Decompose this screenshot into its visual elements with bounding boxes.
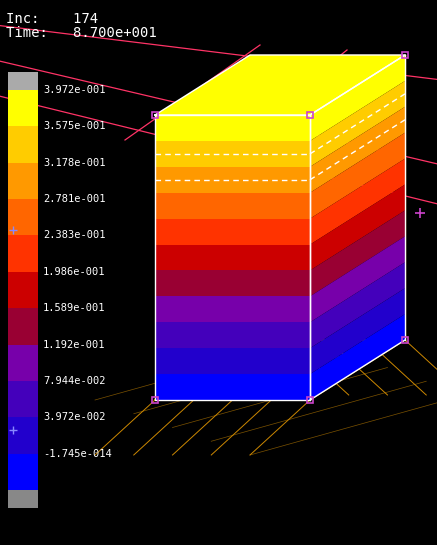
- Polygon shape: [310, 210, 405, 296]
- Text: 3.575e-001: 3.575e-001: [43, 122, 105, 131]
- Bar: [8, 199, 38, 235]
- Text: 2.781e-001: 2.781e-001: [43, 194, 105, 204]
- Bar: [155, 193, 310, 219]
- Bar: [8, 381, 38, 417]
- Polygon shape: [310, 288, 405, 374]
- Bar: [155, 322, 310, 348]
- Text: 1.589e-001: 1.589e-001: [43, 303, 105, 313]
- Bar: [8, 126, 38, 163]
- Bar: [155, 115, 310, 141]
- Text: 3.178e-001: 3.178e-001: [43, 158, 105, 168]
- Text: Time:   8.700e+001: Time: 8.700e+001: [6, 26, 157, 40]
- Polygon shape: [310, 237, 405, 322]
- Polygon shape: [310, 81, 405, 167]
- Bar: [155, 219, 310, 245]
- Bar: [8, 344, 38, 381]
- Bar: [8, 417, 38, 453]
- Polygon shape: [310, 314, 405, 400]
- Bar: [8, 308, 38, 344]
- Polygon shape: [310, 185, 405, 270]
- Polygon shape: [310, 159, 405, 245]
- Bar: [155, 296, 310, 322]
- Bar: [155, 245, 310, 270]
- Bar: [155, 167, 310, 193]
- Text: 1.986e-001: 1.986e-001: [43, 267, 105, 277]
- Text: 3.972e-001: 3.972e-001: [43, 85, 105, 95]
- Polygon shape: [310, 262, 405, 348]
- Bar: [8, 90, 38, 126]
- Text: 7.944e-002: 7.944e-002: [43, 376, 105, 386]
- Polygon shape: [155, 55, 405, 115]
- Text: 2.383e-001: 2.383e-001: [43, 231, 105, 240]
- Polygon shape: [310, 107, 405, 193]
- Text: Inc:    174: Inc: 174: [6, 12, 98, 26]
- Text: -1.745e-014: -1.745e-014: [43, 449, 112, 459]
- Text: 1.192e-001: 1.192e-001: [43, 340, 105, 349]
- Bar: [8, 72, 38, 90]
- Bar: [155, 270, 310, 296]
- Bar: [8, 272, 38, 308]
- Polygon shape: [310, 55, 405, 141]
- Text: 3.972e-002: 3.972e-002: [43, 412, 105, 422]
- Bar: [155, 348, 310, 374]
- Bar: [8, 490, 38, 508]
- Bar: [8, 235, 38, 272]
- Polygon shape: [310, 133, 405, 219]
- Bar: [155, 141, 310, 167]
- Bar: [8, 163, 38, 199]
- Bar: [8, 453, 38, 490]
- Bar: [155, 374, 310, 400]
